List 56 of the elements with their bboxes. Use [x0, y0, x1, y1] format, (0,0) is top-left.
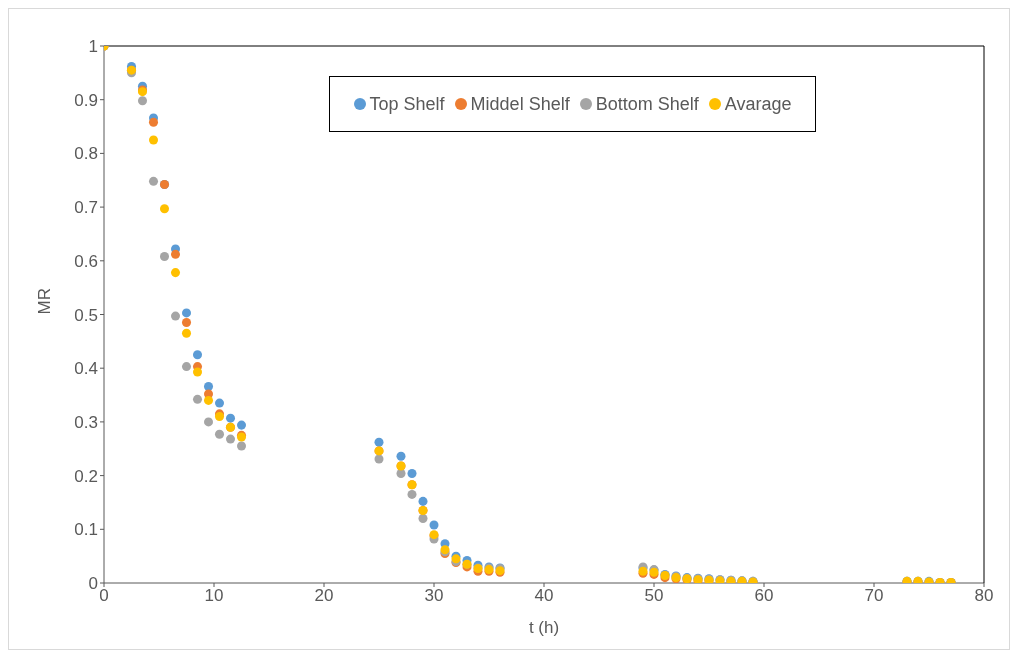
y-tick-label: 1: [88, 37, 98, 57]
point: [374, 454, 384, 464]
point: [236, 441, 247, 451]
legend-label: Top Shelf: [369, 93, 445, 115]
point: [181, 362, 192, 372]
point: [148, 117, 159, 127]
point: [203, 395, 214, 405]
y-tick-label: 0.1: [74, 520, 98, 540]
point: [192, 367, 203, 377]
y-tick-label: 0.9: [74, 90, 98, 110]
y-tick-label: 0.7: [74, 198, 98, 218]
point: [137, 96, 148, 106]
x-tick-label: 80: [974, 586, 994, 606]
y-tick-label: 0.2: [74, 466, 98, 486]
x-tick-label: 10: [204, 586, 224, 606]
point: [181, 308, 192, 318]
legend-label: Middel Shelf: [470, 93, 570, 115]
x-tick-label: 60: [754, 586, 774, 606]
point: [214, 429, 225, 439]
point: [236, 420, 247, 430]
point: [148, 176, 159, 186]
legend-label: Bottom Shelf: [595, 93, 699, 115]
point: [159, 204, 170, 214]
point: [374, 437, 384, 447]
point: [192, 394, 203, 404]
point: [225, 413, 236, 423]
point: [170, 268, 181, 278]
point: [181, 328, 192, 338]
x-axis-title: t (h): [528, 618, 560, 637]
point: [170, 249, 181, 259]
y-tick-label: 0.8: [74, 144, 98, 164]
point: [148, 135, 159, 145]
y-tick-label: 0.3: [74, 412, 98, 432]
point: [170, 311, 181, 321]
point: [418, 496, 428, 506]
point: [225, 434, 236, 444]
x-tick-label: 70: [864, 586, 884, 606]
y-tick-label: 0.4: [74, 359, 98, 379]
point: [429, 520, 439, 530]
x-tick-label: 50: [644, 586, 664, 606]
point: [203, 381, 214, 391]
point: [396, 451, 406, 461]
legend-label: Avarage: [724, 93, 792, 115]
x-tick-label: 30: [424, 586, 444, 606]
y-axis-title: MR: [35, 288, 55, 315]
y-tick-label: 0.5: [74, 305, 98, 325]
point: [181, 318, 192, 328]
point: [192, 350, 203, 360]
point: [203, 417, 214, 427]
point: [159, 252, 170, 262]
point: [214, 398, 225, 408]
point: [407, 468, 417, 478]
point: [407, 489, 417, 499]
x-tick-label: 40: [534, 586, 554, 606]
x-tick-label: 20: [314, 586, 334, 606]
y-tick-label: 0.6: [74, 251, 98, 271]
